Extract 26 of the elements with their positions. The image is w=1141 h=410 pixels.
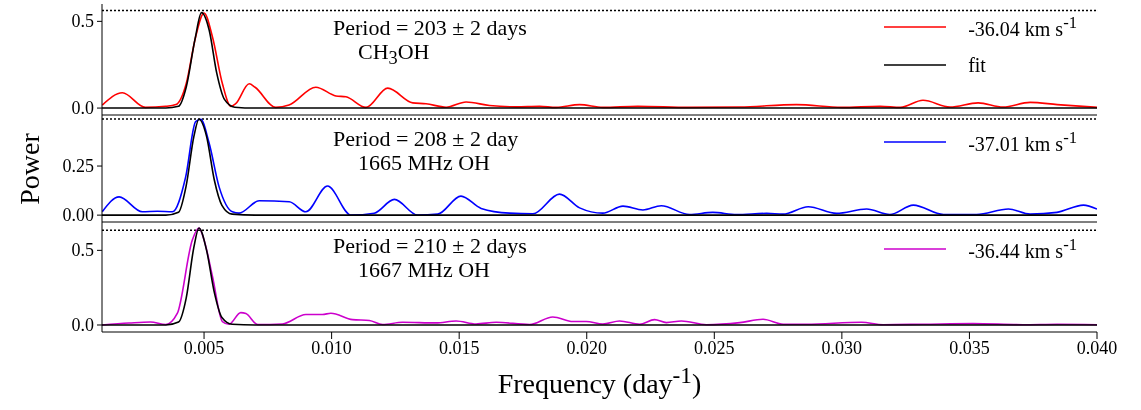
annotation: Period = 208 ± 2 day [333, 126, 519, 151]
y-tick-label: 0.00 [62, 205, 94, 226]
x-tick-label: 0.040 [1076, 337, 1118, 358]
legend-label: -37.01 km s$^{-1}$ [968, 128, 1077, 156]
y-tick-label: 0.0 [71, 314, 94, 335]
annotation: Period = 203 ± 2 days [333, 15, 527, 40]
x-axis-title: Frequency (day$^{-1}$) [497, 362, 702, 400]
x-tick-label: 0.020 [566, 337, 607, 358]
annotation: 1667 MHz OH [358, 257, 490, 282]
annotation: 1665 MHz OH [358, 150, 490, 175]
y-tick-label: 0.25 [62, 156, 94, 177]
annotation: CH$_{3}$OH [358, 39, 430, 69]
legend-label: fit [968, 53, 986, 77]
x-tick-label: 0.035 [949, 337, 990, 358]
y-tick-label: 0.5 [71, 240, 94, 261]
x-tick-label: 0.030 [821, 337, 863, 358]
y-tick-label: 0.0 [71, 98, 94, 119]
x-tick-label: 0.010 [311, 337, 352, 358]
x-tick-label: 0.025 [694, 337, 735, 358]
x-tick-label: 0.005 [183, 337, 225, 358]
y-tick-label: 0.5 [71, 11, 94, 32]
legend-label: -36.44 km s$^{-1}$ [968, 235, 1077, 263]
y-axis-title: Power [14, 132, 45, 205]
x-tick-label: 0.015 [438, 337, 480, 358]
legend-label: -36.04 km s$^{-1}$ [968, 13, 1077, 41]
annotation: Period = 210 ± 2 days [333, 233, 527, 258]
